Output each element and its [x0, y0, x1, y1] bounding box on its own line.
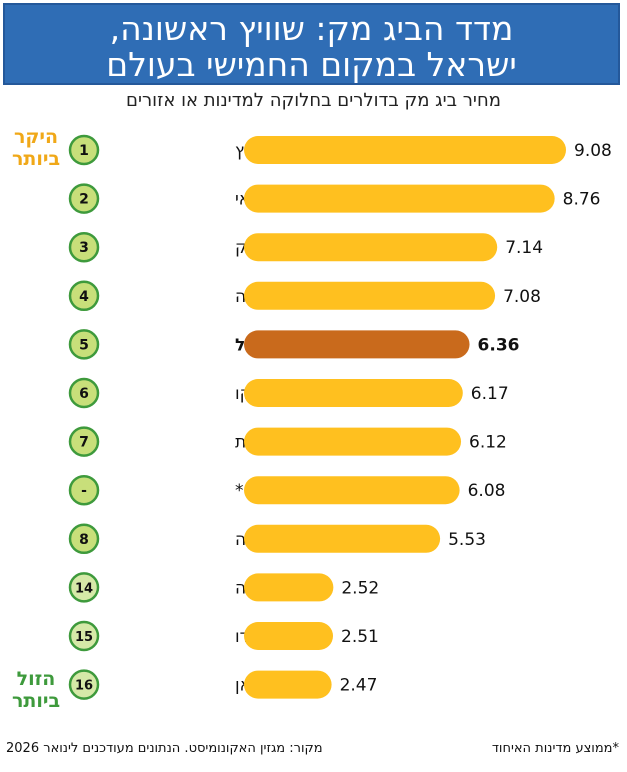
- rank-circle: [68, 134, 100, 166]
- value-label: 7.08: [503, 287, 541, 307]
- value-label: 6.08: [468, 481, 506, 501]
- footnote: *ממוצע מדינות האיחוד: [491, 741, 619, 756]
- rank-circle: [68, 669, 100, 700]
- bar: [244, 184, 555, 213]
- value-label: 5.53: [448, 530, 486, 550]
- rank-number: 2: [79, 192, 89, 208]
- bar: [244, 524, 441, 553]
- rank-number: 1: [79, 143, 89, 159]
- bar: [244, 136, 566, 164]
- value-label: 6.36: [478, 335, 520, 355]
- value-label: 6.12: [469, 433, 507, 453]
- rank-circle: [68, 377, 100, 409]
- bar: [244, 281, 496, 310]
- value-label: 2.51: [341, 627, 379, 647]
- rank-circle: [68, 426, 100, 457]
- value-label: 8.76: [563, 190, 601, 210]
- value-label: 6.17: [471, 384, 509, 404]
- bar: [244, 233, 498, 262]
- bar: [244, 573, 334, 602]
- source-note: מקור: מגזין האקונומיסט. הנתונים מעודכנים…: [6, 741, 323, 756]
- rank-circle: [68, 620, 100, 652]
- rank-number: 7: [79, 435, 89, 451]
- rank-circle: [68, 183, 100, 214]
- value-label: 2.47: [340, 676, 378, 696]
- chart-title-line-2: ישראל במקום החמישי בעולם: [106, 45, 517, 84]
- bar: [244, 476, 460, 505]
- bar-chart: 1שוויץ9.082אורוגוואי8.763דנמרק7.144בריטנ…: [68, 134, 612, 700]
- rank-circle: [68, 572, 100, 603]
- cheapest-label: הזול ביותר: [11, 668, 61, 712]
- rank-number: 6: [79, 386, 89, 402]
- bar: [244, 670, 332, 699]
- rank-circle: [68, 280, 100, 312]
- rank-circle: [68, 329, 100, 360]
- rank-number: 14: [75, 581, 93, 596]
- rank-number: 5: [79, 337, 89, 353]
- rank-circle: [68, 231, 100, 263]
- highlight-bar: [244, 330, 470, 359]
- bar: [244, 622, 334, 650]
- rank-number: -: [81, 483, 87, 499]
- value-label: 7.14: [505, 238, 543, 258]
- rank-number: 8: [79, 532, 89, 548]
- rank-circle: [68, 474, 100, 506]
- most-expensive-label: היקר ביותר: [11, 126, 61, 170]
- chart-header: מדד הביג מק: שוויץ ראשונה, ישראל במקום ה…: [3, 3, 620, 85]
- rank-number: 4: [79, 289, 89, 305]
- value-label: 9.08: [574, 141, 612, 161]
- value-label: 2.52: [341, 578, 379, 598]
- rank-number: 3: [79, 240, 89, 256]
- bar: [244, 427, 462, 456]
- bar: [244, 379, 463, 407]
- rank-number: 16: [75, 679, 93, 694]
- chart-subtitle: מחיר ביג מק בדולרים בחלוקה למדינות או אז…: [126, 90, 501, 111]
- chart-title-line-1: מדד הביג מק: שוויץ ראשונה,: [109, 9, 514, 48]
- rank-circle: [68, 523, 100, 555]
- rank-number: 15: [75, 630, 93, 645]
